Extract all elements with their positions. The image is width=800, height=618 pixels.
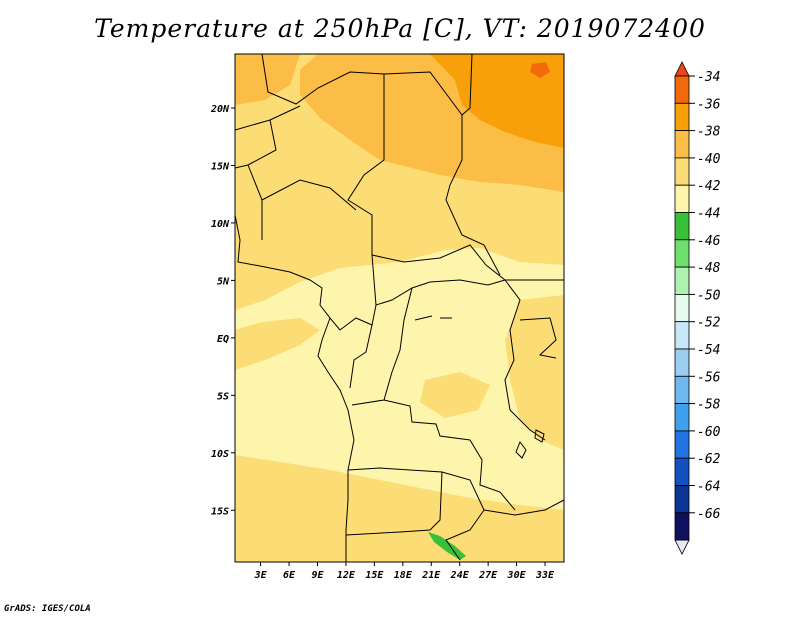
colorbar-swatch <box>674 102 690 132</box>
lat-tick-label: 10N <box>211 219 230 230</box>
lon-tick-label: 27E <box>478 570 498 581</box>
colorbar-swatch <box>674 184 690 213</box>
lon-tick-label: 30E <box>507 570 527 581</box>
colorbar-label: -46 <box>697 234 721 249</box>
colorbar-top-arrow <box>674 61 690 77</box>
border-south <box>345 467 564 561</box>
band-minus42-40-blob <box>420 372 490 418</box>
colorbar-label: -54 <box>697 343 720 358</box>
colorbar-swatch <box>674 266 690 295</box>
lon-tick-label: 18E <box>394 570 413 581</box>
colorbar-swatch <box>674 130 690 159</box>
border-west-states <box>235 105 357 240</box>
colorbar: -34 -36 -38 -40 -42 -44 -46 -48 -50 -52 -54 -56 -58 -… <box>674 61 721 555</box>
temperature-field <box>235 54 564 562</box>
band-minus46-44 <box>428 532 466 560</box>
colorbar-label: -50 <box>697 288 721 303</box>
border-congo-drc <box>351 287 516 511</box>
band-minus42-40-east <box>505 295 564 450</box>
colorbar-swatch <box>674 403 690 432</box>
colorbar-swatch <box>674 348 690 377</box>
plot-frame <box>234 53 565 563</box>
lat-tick-label: 10S <box>211 449 229 460</box>
band-minus38-36 <box>430 54 564 148</box>
lon-tick-label: 3E <box>254 570 268 581</box>
colorbar-label: -42 <box>697 179 721 194</box>
colorbar-swatch <box>674 375 690 404</box>
border-north-1 <box>261 54 564 281</box>
border-great-lakes <box>504 279 557 441</box>
lat-tick-label: 20N <box>210 104 230 115</box>
colorbar-label: -34 <box>697 70 720 85</box>
colorbar-label: -38 <box>697 125 721 140</box>
colorbar-label: -40 <box>697 152 721 167</box>
lat-tick-label: 5S <box>217 391 229 402</box>
colorbar-swatch <box>674 239 690 268</box>
colorbar-swatch <box>674 485 690 514</box>
colorbar-swatch <box>674 430 690 459</box>
lat-tick-label: 5N <box>217 276 230 287</box>
colorbar-label: -60 <box>697 425 721 440</box>
colorbar-swatch <box>674 457 690 486</box>
colorbar-label: -64 <box>697 480 720 495</box>
lat-tick-label: 15S <box>211 506 229 517</box>
lake-outlines <box>414 315 545 459</box>
lat-tick-label: 15N <box>211 161 230 172</box>
map-title: Temperature at 250hPa [C], VT: 201907240… <box>94 14 706 43</box>
colorbar-label: -36 <box>697 97 721 112</box>
band-minus36-34 <box>530 62 550 78</box>
colorbar-label: -58 <box>697 398 721 413</box>
colorbar-swatch <box>674 293 690 323</box>
colorbar-label: -48 <box>697 261 721 276</box>
colorbar-swatch <box>674 212 690 241</box>
lon-tick-label: 21E <box>421 570 441 581</box>
lon-tick-label: 12E <box>337 570 356 581</box>
latitude-axis: 20N 15N 10N 5N EQ 5S 10S 15S <box>210 104 235 517</box>
colorbar-label: -62 <box>697 452 721 467</box>
border-central <box>329 254 506 389</box>
lon-tick-label: 15E <box>365 570 384 581</box>
longitude-axis: 3E 6E 9E 12E 15E 18E 21E 24E 27E 30E 33E <box>254 562 555 581</box>
band-minus42-40-south <box>235 455 564 562</box>
colorbar-bottom-arrow <box>674 539 690 555</box>
colorbar-label: -56 <box>697 370 721 385</box>
colorbar-label: -44 <box>697 207 720 222</box>
lat-tick-label: EQ <box>217 334 229 345</box>
colorbar-label: -52 <box>697 316 721 331</box>
colorbar-swatch <box>674 75 690 104</box>
colorbar-swatch <box>674 157 690 186</box>
band-minus40-38-west <box>235 54 300 105</box>
grads-credit: GrADS: IGES/COLA <box>4 604 91 614</box>
band-minus42-40-southwest <box>235 318 320 370</box>
border-north-3 <box>383 71 463 116</box>
colorbar-swatch <box>674 321 690 350</box>
colorbar-swatch <box>674 512 690 541</box>
lon-tick-label: 6E <box>283 570 296 581</box>
border-north-2 <box>445 54 501 276</box>
country-borders <box>235 54 564 562</box>
lon-tick-label: 9E <box>311 570 324 581</box>
colorbar-label: -66 <box>697 507 721 522</box>
lon-tick-label: 33E <box>535 570 555 581</box>
lon-tick-label: 24E <box>450 570 470 581</box>
